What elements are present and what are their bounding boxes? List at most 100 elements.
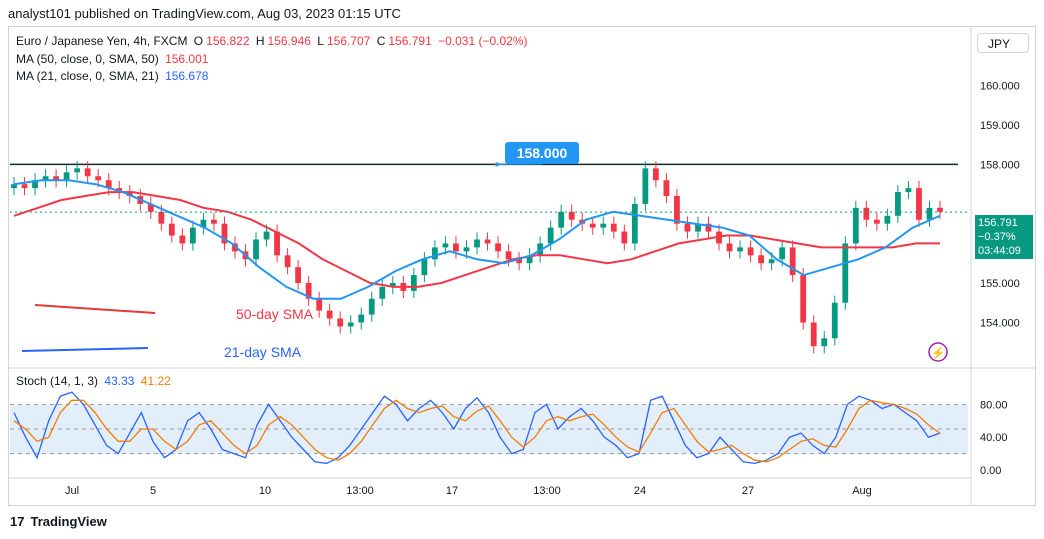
candle-body [421, 259, 428, 276]
symbol-title[interactable]: Euro / Japanese Yen, 4h, FXCM [16, 34, 188, 48]
candle-body [284, 255, 291, 268]
stoch-tick-label: 80.00 [980, 399, 1008, 411]
candle-body [463, 247, 470, 252]
time-tick-label: 5 [150, 485, 156, 497]
footer-brand: TradingView [30, 514, 107, 529]
time-tick-label: 13:00 [346, 485, 374, 497]
candle-body [821, 338, 828, 347]
candle-body [758, 255, 765, 264]
sma21-annotation: 21-day SMA [224, 344, 302, 360]
stoch-d-line [13, 399, 941, 463]
candle-body [737, 247, 743, 252]
stoch-k-line [13, 391, 941, 465]
candle-body [695, 223, 701, 232]
candle-body [526, 255, 533, 264]
candle-body [95, 176, 102, 181]
candle-body [568, 211, 575, 220]
candle-body [21, 184, 28, 189]
publisher-header: analyst101 published on TradingView.com,… [8, 6, 401, 21]
time-tick-label: Aug [852, 485, 872, 497]
candle-body [621, 231, 628, 244]
candle-body [631, 203, 638, 244]
candle-body [211, 219, 217, 224]
open-label: O [193, 34, 204, 48]
ma50-legend[interactable]: MA (50, close, 0, SMA, 50) 156.001 [16, 52, 211, 66]
candle-body [200, 219, 207, 228]
price-tick-label: 158.000 [980, 159, 1020, 171]
chart-frame [8, 26, 1036, 506]
candle-body [326, 310, 333, 319]
candle-body [84, 168, 91, 177]
time-tick-label: 27 [742, 485, 754, 497]
close-value: 156.791 [388, 34, 432, 48]
candle-body [358, 314, 365, 323]
stoch-k-value: 43.33 [104, 374, 135, 388]
candle-body [484, 239, 491, 244]
candle-body [221, 223, 228, 244]
candle-body [905, 188, 912, 193]
candle-body [147, 203, 154, 212]
candle-body [684, 223, 691, 232]
time-tick-label: 10 [259, 485, 271, 497]
stoch-tick-label: 0.00 [980, 465, 1001, 477]
candle-body [884, 215, 891, 224]
candle-body [32, 180, 38, 189]
candle-body [389, 282, 396, 287]
candle-body [747, 247, 754, 256]
candle-body [789, 247, 796, 276]
candle-body [263, 231, 270, 240]
bar-countdown: 03:44:09 [978, 245, 1021, 257]
candle-body [589, 223, 596, 228]
candle-body [663, 180, 670, 197]
candle-body [505, 251, 512, 260]
candle-body [168, 223, 175, 236]
candle-body [842, 243, 849, 303]
candle-body [642, 168, 649, 204]
open-value: 156.822 [206, 34, 250, 48]
candle-body [368, 298, 375, 315]
tradingview-logo-icon: 17 [10, 514, 25, 529]
ma21-label: MA (21, close, 0, SMA, 21) [16, 69, 159, 83]
candle-body [937, 207, 943, 212]
candle-body [42, 176, 49, 181]
bolt-glyph-icon: ⚡ [931, 346, 946, 360]
candle-body [652, 168, 659, 181]
candle-body [810, 322, 817, 347]
candle-body [295, 267, 302, 283]
stoch-tick-label: 40.00 [980, 432, 1008, 444]
high-label: H [255, 34, 265, 48]
time-tick-label: 13:00 [533, 485, 561, 497]
candle-body [831, 302, 838, 339]
candle-body [547, 227, 554, 244]
candle-body [305, 282, 312, 299]
candle-body [453, 243, 459, 252]
candle-body [705, 223, 712, 232]
candle-body [347, 322, 354, 327]
ma50-line [13, 191, 940, 288]
candle-body [74, 168, 81, 173]
currency-button[interactable]: JPY [977, 33, 1029, 53]
candle-body [495, 243, 501, 252]
candle-body [442, 243, 449, 248]
stoch-label: Stoch (14, 1, 3) [16, 374, 99, 388]
candle-body [11, 184, 17, 189]
price-tick-label: 159.000 [980, 120, 1020, 132]
candle-body [726, 243, 733, 252]
tradingview-footer[interactable]: 17 TradingView [10, 514, 107, 529]
stoch-legend[interactable]: Stoch (14, 1, 3) 43.33 41.22 [16, 374, 174, 388]
ohlc-legend: Euro / Japanese Yen, 4h, FXCM O 156.822 H… [16, 34, 531, 48]
candle-body [432, 247, 438, 260]
price-tick-label: 154.000 [980, 317, 1020, 329]
candle-body [63, 172, 70, 181]
candle-body [852, 207, 859, 244]
ma21-line [13, 179, 941, 300]
candle-body [410, 275, 417, 291]
ma21-legend[interactable]: MA (21, close, 0, SMA, 21) 156.678 [16, 69, 211, 83]
candle-body [53, 176, 59, 181]
low-label: L [317, 34, 324, 48]
price-tick-label: 155.000 [980, 278, 1020, 290]
candle-body [379, 286, 386, 299]
time-tick-label: 17 [446, 485, 458, 497]
candle-body [558, 211, 565, 228]
